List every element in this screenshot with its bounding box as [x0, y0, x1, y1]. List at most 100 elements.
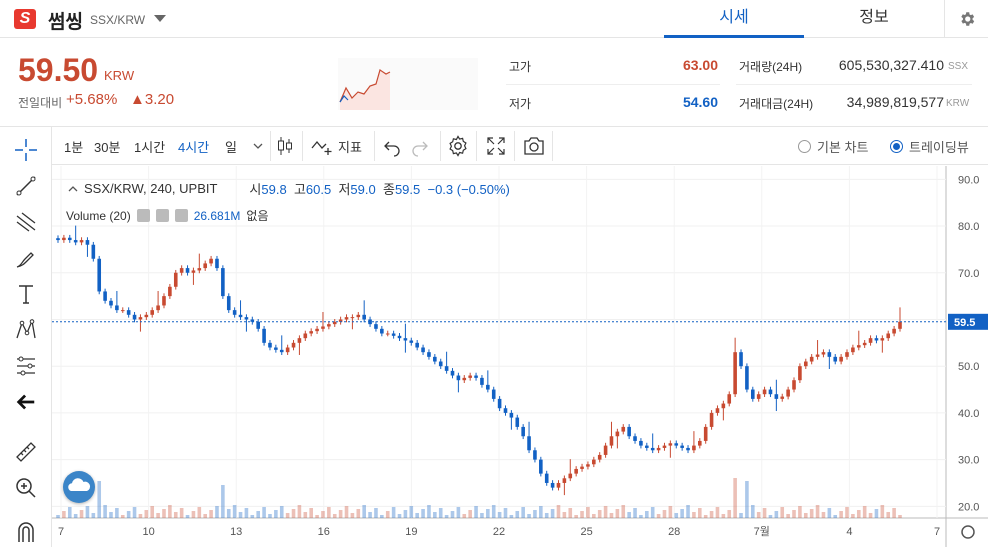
divider [302, 131, 303, 161]
high-label: 고 [293, 182, 306, 197]
tab-quote[interactable]: 시세 [664, 0, 804, 38]
ruler-tool[interactable] [11, 437, 41, 467]
indicator-button[interactable]: 지표 [338, 140, 362, 155]
volume-bar [680, 509, 684, 518]
candle-body [250, 319, 255, 322]
zoom-tool[interactable] [11, 473, 41, 503]
crosshair-icon [15, 139, 37, 161]
interval-4h[interactable]: 4시간 [178, 140, 210, 155]
candle-body [185, 268, 190, 273]
candle-body [639, 440, 643, 446]
collapse-icon[interactable] [66, 182, 80, 196]
candle-body [309, 331, 313, 334]
low-label: 저 [338, 182, 351, 197]
volume-bar [356, 509, 361, 518]
chevron-down-icon[interactable] [154, 15, 166, 22]
candle-body [568, 473, 573, 479]
volume-bar [686, 505, 690, 518]
candle-body [338, 319, 343, 322]
indicator-icon[interactable] [310, 134, 334, 158]
candle-body [97, 258, 102, 292]
volume-bar [397, 514, 402, 518]
chart-toolbar: 1분 30분 1시간 4시간 일 지표 기본 차트 트레이딩뷰 [52, 127, 988, 165]
x-tick-label: 25 [580, 526, 592, 538]
trendline-icon [16, 176, 36, 196]
volume-bar [156, 513, 160, 518]
volume-bar [527, 514, 531, 518]
candle-type-icon[interactable] [273, 134, 297, 158]
volume-bar [368, 512, 372, 518]
fib-tool[interactable] [11, 207, 41, 237]
close-icon[interactable] [174, 209, 188, 222]
ruler-icon [16, 442, 36, 462]
interval-1m[interactable]: 1분 [64, 140, 84, 155]
volume-bar [544, 513, 549, 518]
volume-label[interactable]: Volume (20) [66, 208, 131, 223]
magnet-tool[interactable] [11, 517, 41, 547]
interval-1h[interactable]: 1시간 [134, 140, 166, 155]
volume-bar [291, 509, 296, 518]
volume-bar [586, 507, 590, 518]
volume-bar [703, 515, 708, 518]
back-tool[interactable] [11, 387, 41, 417]
volume-bar [580, 511, 584, 518]
trendline-tool[interactable] [11, 171, 41, 201]
text-icon [19, 285, 33, 304]
candle-body [821, 352, 826, 355]
high-value: 60.5 [305, 182, 332, 197]
crosshair-tool[interactable] [11, 135, 41, 165]
volume-bar [191, 511, 196, 518]
change-amount: ▲3.20 [130, 91, 175, 108]
candle-body [621, 426, 626, 432]
tab-info[interactable]: 정보 [859, 9, 889, 26]
coin-pair[interactable]: SSX/KRW [90, 13, 146, 27]
chevron-down-icon[interactable] [246, 134, 270, 158]
eye-icon[interactable] [136, 209, 150, 222]
volume-bar [73, 514, 78, 518]
undo-icon[interactable] [380, 134, 404, 158]
volume-bar [209, 510, 213, 518]
radio-button[interactable] [890, 140, 903, 153]
divider [506, 84, 720, 85]
volume-bar [274, 510, 278, 518]
candle-body [739, 352, 743, 367]
measure-tool[interactable] [11, 351, 41, 381]
magnet-icon [18, 522, 34, 542]
low-value: 59.0 [350, 182, 376, 197]
pattern-tool[interactable] [11, 315, 41, 345]
brush-icon [16, 252, 34, 268]
radio-basic-chart[interactable]: 기본 차트 [798, 137, 868, 156]
volume-bar [886, 512, 891, 518]
candle-body [79, 240, 84, 243]
legend-symbol[interactable]: SSX/KRW, 240, UPBIT [84, 181, 218, 196]
fullscreen-icon[interactable] [484, 134, 508, 158]
volume-bar [221, 485, 225, 518]
volume-bar [215, 506, 219, 518]
interval-30m[interactable]: 30분 [94, 140, 121, 155]
volume-bar [833, 515, 838, 518]
candle-body [444, 366, 449, 371]
volume-bar [374, 508, 378, 518]
candle-body [580, 466, 584, 469]
interval-day[interactable]: 일 [225, 140, 237, 155]
radio-tradingview[interactable]: 트레이딩뷰 [890, 137, 969, 156]
candle-body [521, 426, 525, 437]
candle-body [403, 338, 408, 341]
text-tool[interactable] [11, 279, 41, 309]
brush-tool[interactable] [11, 243, 41, 273]
gear-icon[interactable] [446, 134, 470, 158]
volume-bar [303, 512, 308, 518]
volume-bar [91, 513, 96, 518]
gear-icon[interactable] [155, 209, 169, 222]
y-tick-label: 80.0 [958, 221, 979, 233]
gear-icon [960, 12, 974, 26]
volume-bar [427, 505, 431, 518]
volume-bar [592, 514, 596, 518]
price-chart[interactable]: 90.080.070.060.050.040.030.020.071013161… [52, 166, 988, 547]
radio-button[interactable] [798, 140, 811, 153]
redo-icon[interactable] [408, 134, 432, 158]
coin-name[interactable]: 썸씽 [48, 12, 83, 33]
settings-button[interactable] [944, 0, 988, 38]
camera-icon[interactable] [522, 134, 546, 158]
candle-body [274, 347, 278, 350]
